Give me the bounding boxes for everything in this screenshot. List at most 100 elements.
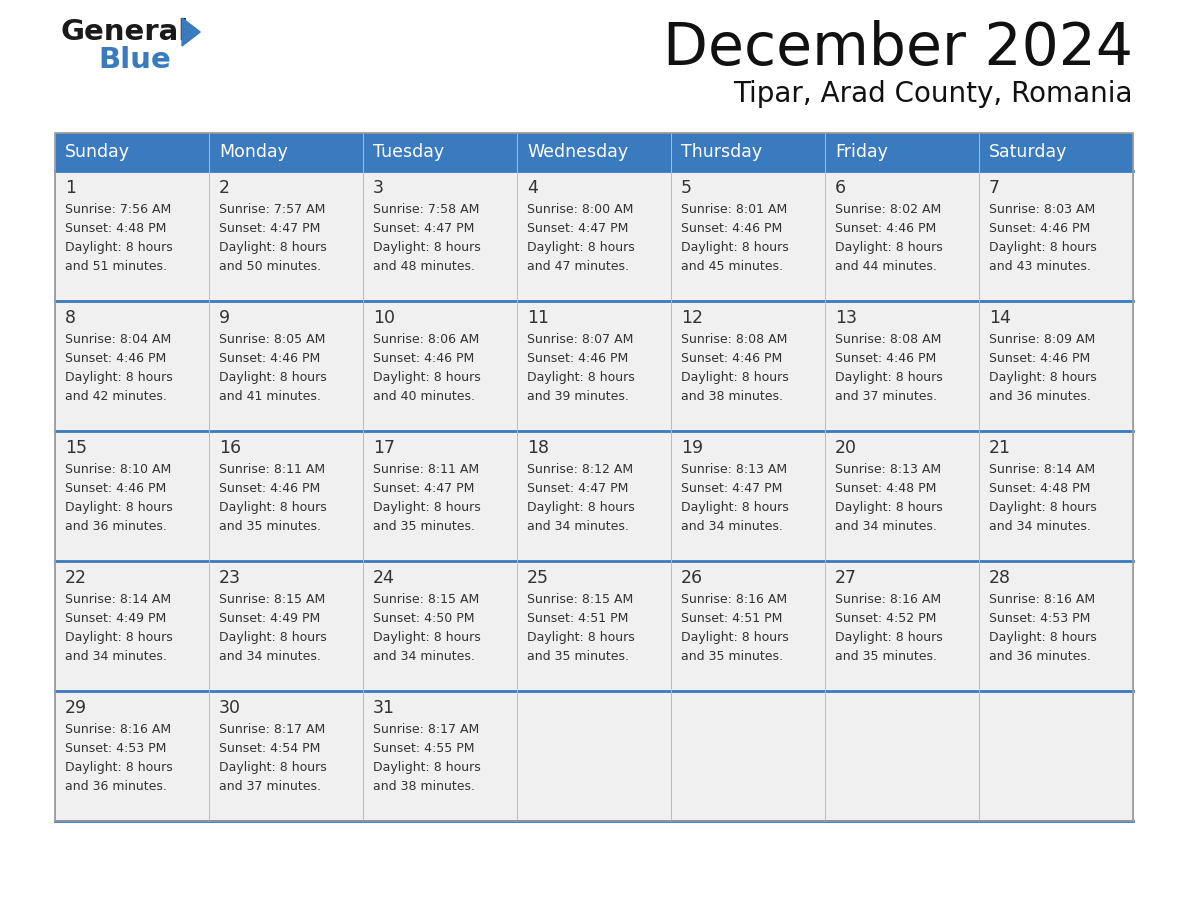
Text: and 36 minutes.: and 36 minutes.: [988, 650, 1091, 663]
Text: Sunset: 4:48 PM: Sunset: 4:48 PM: [835, 482, 936, 495]
Text: Sunrise: 8:02 AM: Sunrise: 8:02 AM: [835, 203, 941, 216]
Text: and 43 minutes.: and 43 minutes.: [988, 260, 1091, 273]
Text: Daylight: 8 hours: Daylight: 8 hours: [219, 631, 327, 644]
Text: Sunset: 4:47 PM: Sunset: 4:47 PM: [373, 482, 474, 495]
Text: 2: 2: [219, 179, 230, 197]
Bar: [55, 301, 1133, 431]
Text: Sunset: 4:46 PM: Sunset: 4:46 PM: [835, 352, 936, 365]
Text: Sunset: 4:46 PM: Sunset: 4:46 PM: [65, 352, 166, 365]
Text: 22: 22: [65, 569, 87, 587]
Text: Daylight: 8 hours: Daylight: 8 hours: [219, 761, 327, 774]
Text: Sunset: 4:49 PM: Sunset: 4:49 PM: [65, 612, 166, 625]
Text: Sunset: 4:46 PM: Sunset: 4:46 PM: [65, 482, 166, 495]
Text: Saturday: Saturday: [988, 143, 1067, 161]
Text: and 36 minutes.: and 36 minutes.: [988, 390, 1091, 403]
Text: Sunrise: 8:00 AM: Sunrise: 8:00 AM: [527, 203, 633, 216]
Text: Daylight: 8 hours: Daylight: 8 hours: [988, 631, 1097, 644]
Text: Sunset: 4:48 PM: Sunset: 4:48 PM: [988, 482, 1091, 495]
Text: Sunset: 4:46 PM: Sunset: 4:46 PM: [219, 482, 321, 495]
Text: Sunset: 4:46 PM: Sunset: 4:46 PM: [681, 352, 782, 365]
Text: Monday: Monday: [219, 143, 287, 161]
Text: Daylight: 8 hours: Daylight: 8 hours: [65, 241, 172, 254]
Text: and 34 minutes.: and 34 minutes.: [681, 520, 783, 533]
Text: Daylight: 8 hours: Daylight: 8 hours: [835, 501, 943, 514]
Text: Blue: Blue: [97, 46, 171, 74]
Text: Sunrise: 8:16 AM: Sunrise: 8:16 AM: [835, 593, 941, 606]
Text: Sunrise: 8:09 AM: Sunrise: 8:09 AM: [988, 333, 1095, 346]
Text: Sunset: 4:54 PM: Sunset: 4:54 PM: [219, 742, 321, 755]
Text: Sunrise: 8:15 AM: Sunrise: 8:15 AM: [373, 593, 479, 606]
Text: Daylight: 8 hours: Daylight: 8 hours: [373, 241, 481, 254]
Text: and 35 minutes.: and 35 minutes.: [219, 520, 321, 533]
Text: December 2024: December 2024: [663, 20, 1133, 77]
Text: and 34 minutes.: and 34 minutes.: [527, 520, 628, 533]
Bar: [55, 133, 209, 171]
Text: and 37 minutes.: and 37 minutes.: [835, 390, 937, 403]
Text: and 51 minutes.: and 51 minutes.: [65, 260, 168, 273]
Text: Daylight: 8 hours: Daylight: 8 hours: [373, 501, 481, 514]
Text: Sunrise: 8:08 AM: Sunrise: 8:08 AM: [681, 333, 788, 346]
Text: 9: 9: [219, 309, 230, 327]
Text: Daylight: 8 hours: Daylight: 8 hours: [219, 501, 327, 514]
Bar: [55, 431, 1133, 561]
Text: 28: 28: [988, 569, 1011, 587]
Text: and 40 minutes.: and 40 minutes.: [373, 390, 475, 403]
Text: Sunset: 4:52 PM: Sunset: 4:52 PM: [835, 612, 936, 625]
Text: and 38 minutes.: and 38 minutes.: [681, 390, 783, 403]
Bar: [55, 561, 1133, 691]
Text: Daylight: 8 hours: Daylight: 8 hours: [373, 371, 481, 384]
Text: 8: 8: [65, 309, 76, 327]
Text: Sunrise: 7:58 AM: Sunrise: 7:58 AM: [373, 203, 480, 216]
Text: and 41 minutes.: and 41 minutes.: [219, 390, 321, 403]
Text: 25: 25: [527, 569, 549, 587]
Text: Daylight: 8 hours: Daylight: 8 hours: [527, 371, 634, 384]
Text: Friday: Friday: [835, 143, 887, 161]
Text: Sunset: 4:50 PM: Sunset: 4:50 PM: [373, 612, 474, 625]
Text: Sunrise: 7:56 AM: Sunrise: 7:56 AM: [65, 203, 171, 216]
Text: and 47 minutes.: and 47 minutes.: [527, 260, 628, 273]
Text: Sunrise: 8:01 AM: Sunrise: 8:01 AM: [681, 203, 788, 216]
Text: 5: 5: [681, 179, 691, 197]
Text: 21: 21: [988, 439, 1011, 457]
Text: Sunset: 4:47 PM: Sunset: 4:47 PM: [527, 222, 628, 235]
Text: and 45 minutes.: and 45 minutes.: [681, 260, 783, 273]
Text: Wednesday: Wednesday: [527, 143, 628, 161]
Text: Sunrise: 8:14 AM: Sunrise: 8:14 AM: [65, 593, 171, 606]
Text: Daylight: 8 hours: Daylight: 8 hours: [65, 631, 172, 644]
Text: 7: 7: [988, 179, 1000, 197]
Text: Sunrise: 8:16 AM: Sunrise: 8:16 AM: [681, 593, 788, 606]
Text: Daylight: 8 hours: Daylight: 8 hours: [373, 631, 481, 644]
Text: and 36 minutes.: and 36 minutes.: [65, 780, 166, 793]
Text: 24: 24: [373, 569, 394, 587]
Text: Daylight: 8 hours: Daylight: 8 hours: [681, 241, 789, 254]
Text: Sunrise: 8:17 AM: Sunrise: 8:17 AM: [219, 723, 326, 736]
Text: Sunrise: 8:10 AM: Sunrise: 8:10 AM: [65, 463, 171, 476]
Text: Sunrise: 8:17 AM: Sunrise: 8:17 AM: [373, 723, 479, 736]
Text: and 35 minutes.: and 35 minutes.: [681, 650, 783, 663]
Text: 1: 1: [65, 179, 76, 197]
Text: Daylight: 8 hours: Daylight: 8 hours: [527, 501, 634, 514]
Text: Sunrise: 8:12 AM: Sunrise: 8:12 AM: [527, 463, 633, 476]
Text: Sunset: 4:47 PM: Sunset: 4:47 PM: [373, 222, 474, 235]
Text: Sunset: 4:46 PM: Sunset: 4:46 PM: [219, 352, 321, 365]
Text: Sunset: 4:51 PM: Sunset: 4:51 PM: [681, 612, 783, 625]
Text: Daylight: 8 hours: Daylight: 8 hours: [681, 501, 789, 514]
Text: Daylight: 8 hours: Daylight: 8 hours: [681, 371, 789, 384]
Text: Sunset: 4:47 PM: Sunset: 4:47 PM: [681, 482, 783, 495]
Text: Sunrise: 8:13 AM: Sunrise: 8:13 AM: [681, 463, 788, 476]
Text: 14: 14: [988, 309, 1011, 327]
Text: 10: 10: [373, 309, 394, 327]
Text: Daylight: 8 hours: Daylight: 8 hours: [835, 371, 943, 384]
Bar: [979, 133, 1133, 171]
Text: Sunset: 4:53 PM: Sunset: 4:53 PM: [988, 612, 1091, 625]
Text: 20: 20: [835, 439, 857, 457]
Text: Daylight: 8 hours: Daylight: 8 hours: [681, 631, 789, 644]
Text: Sunrise: 8:15 AM: Sunrise: 8:15 AM: [219, 593, 326, 606]
Text: Sunset: 4:47 PM: Sunset: 4:47 PM: [219, 222, 321, 235]
Text: and 36 minutes.: and 36 minutes.: [65, 520, 166, 533]
Text: Sunrise: 8:06 AM: Sunrise: 8:06 AM: [373, 333, 479, 346]
Text: Tipar, Arad County, Romania: Tipar, Arad County, Romania: [733, 80, 1133, 108]
Text: Sunrise: 7:57 AM: Sunrise: 7:57 AM: [219, 203, 326, 216]
Text: and 38 minutes.: and 38 minutes.: [373, 780, 475, 793]
Text: Sunrise: 8:04 AM: Sunrise: 8:04 AM: [65, 333, 171, 346]
